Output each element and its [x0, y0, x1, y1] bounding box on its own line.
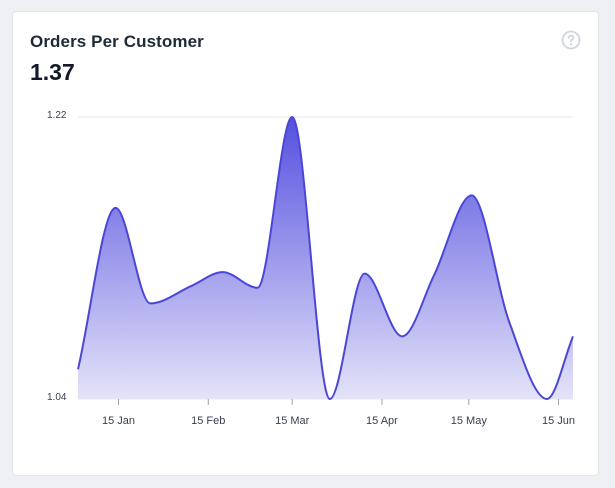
x-tick-label: 15 Mar	[275, 415, 310, 427]
x-axis: 15 Jan 15 Feb 15 Mar 15 Apr 15 May 15 Jun	[102, 399, 575, 427]
area-fill	[78, 117, 573, 399]
card-title: Orders Per Customer	[30, 32, 204, 51]
y-tick-label-top: 1.22	[47, 110, 67, 121]
y-tick-label-bottom: 1.04	[47, 392, 67, 403]
x-tick-label: 15 Feb	[191, 415, 225, 427]
question-circle-icon[interactable]	[561, 30, 581, 50]
x-tick-label: 15 Jun	[542, 415, 575, 427]
x-tick-label: 15 May	[451, 415, 488, 427]
series-line	[77, 115, 574, 401]
metric-value: 1.37	[30, 59, 75, 85]
x-tick-label: 15 Apr	[366, 415, 398, 427]
x-tick-label: 15 Jan	[102, 415, 135, 427]
